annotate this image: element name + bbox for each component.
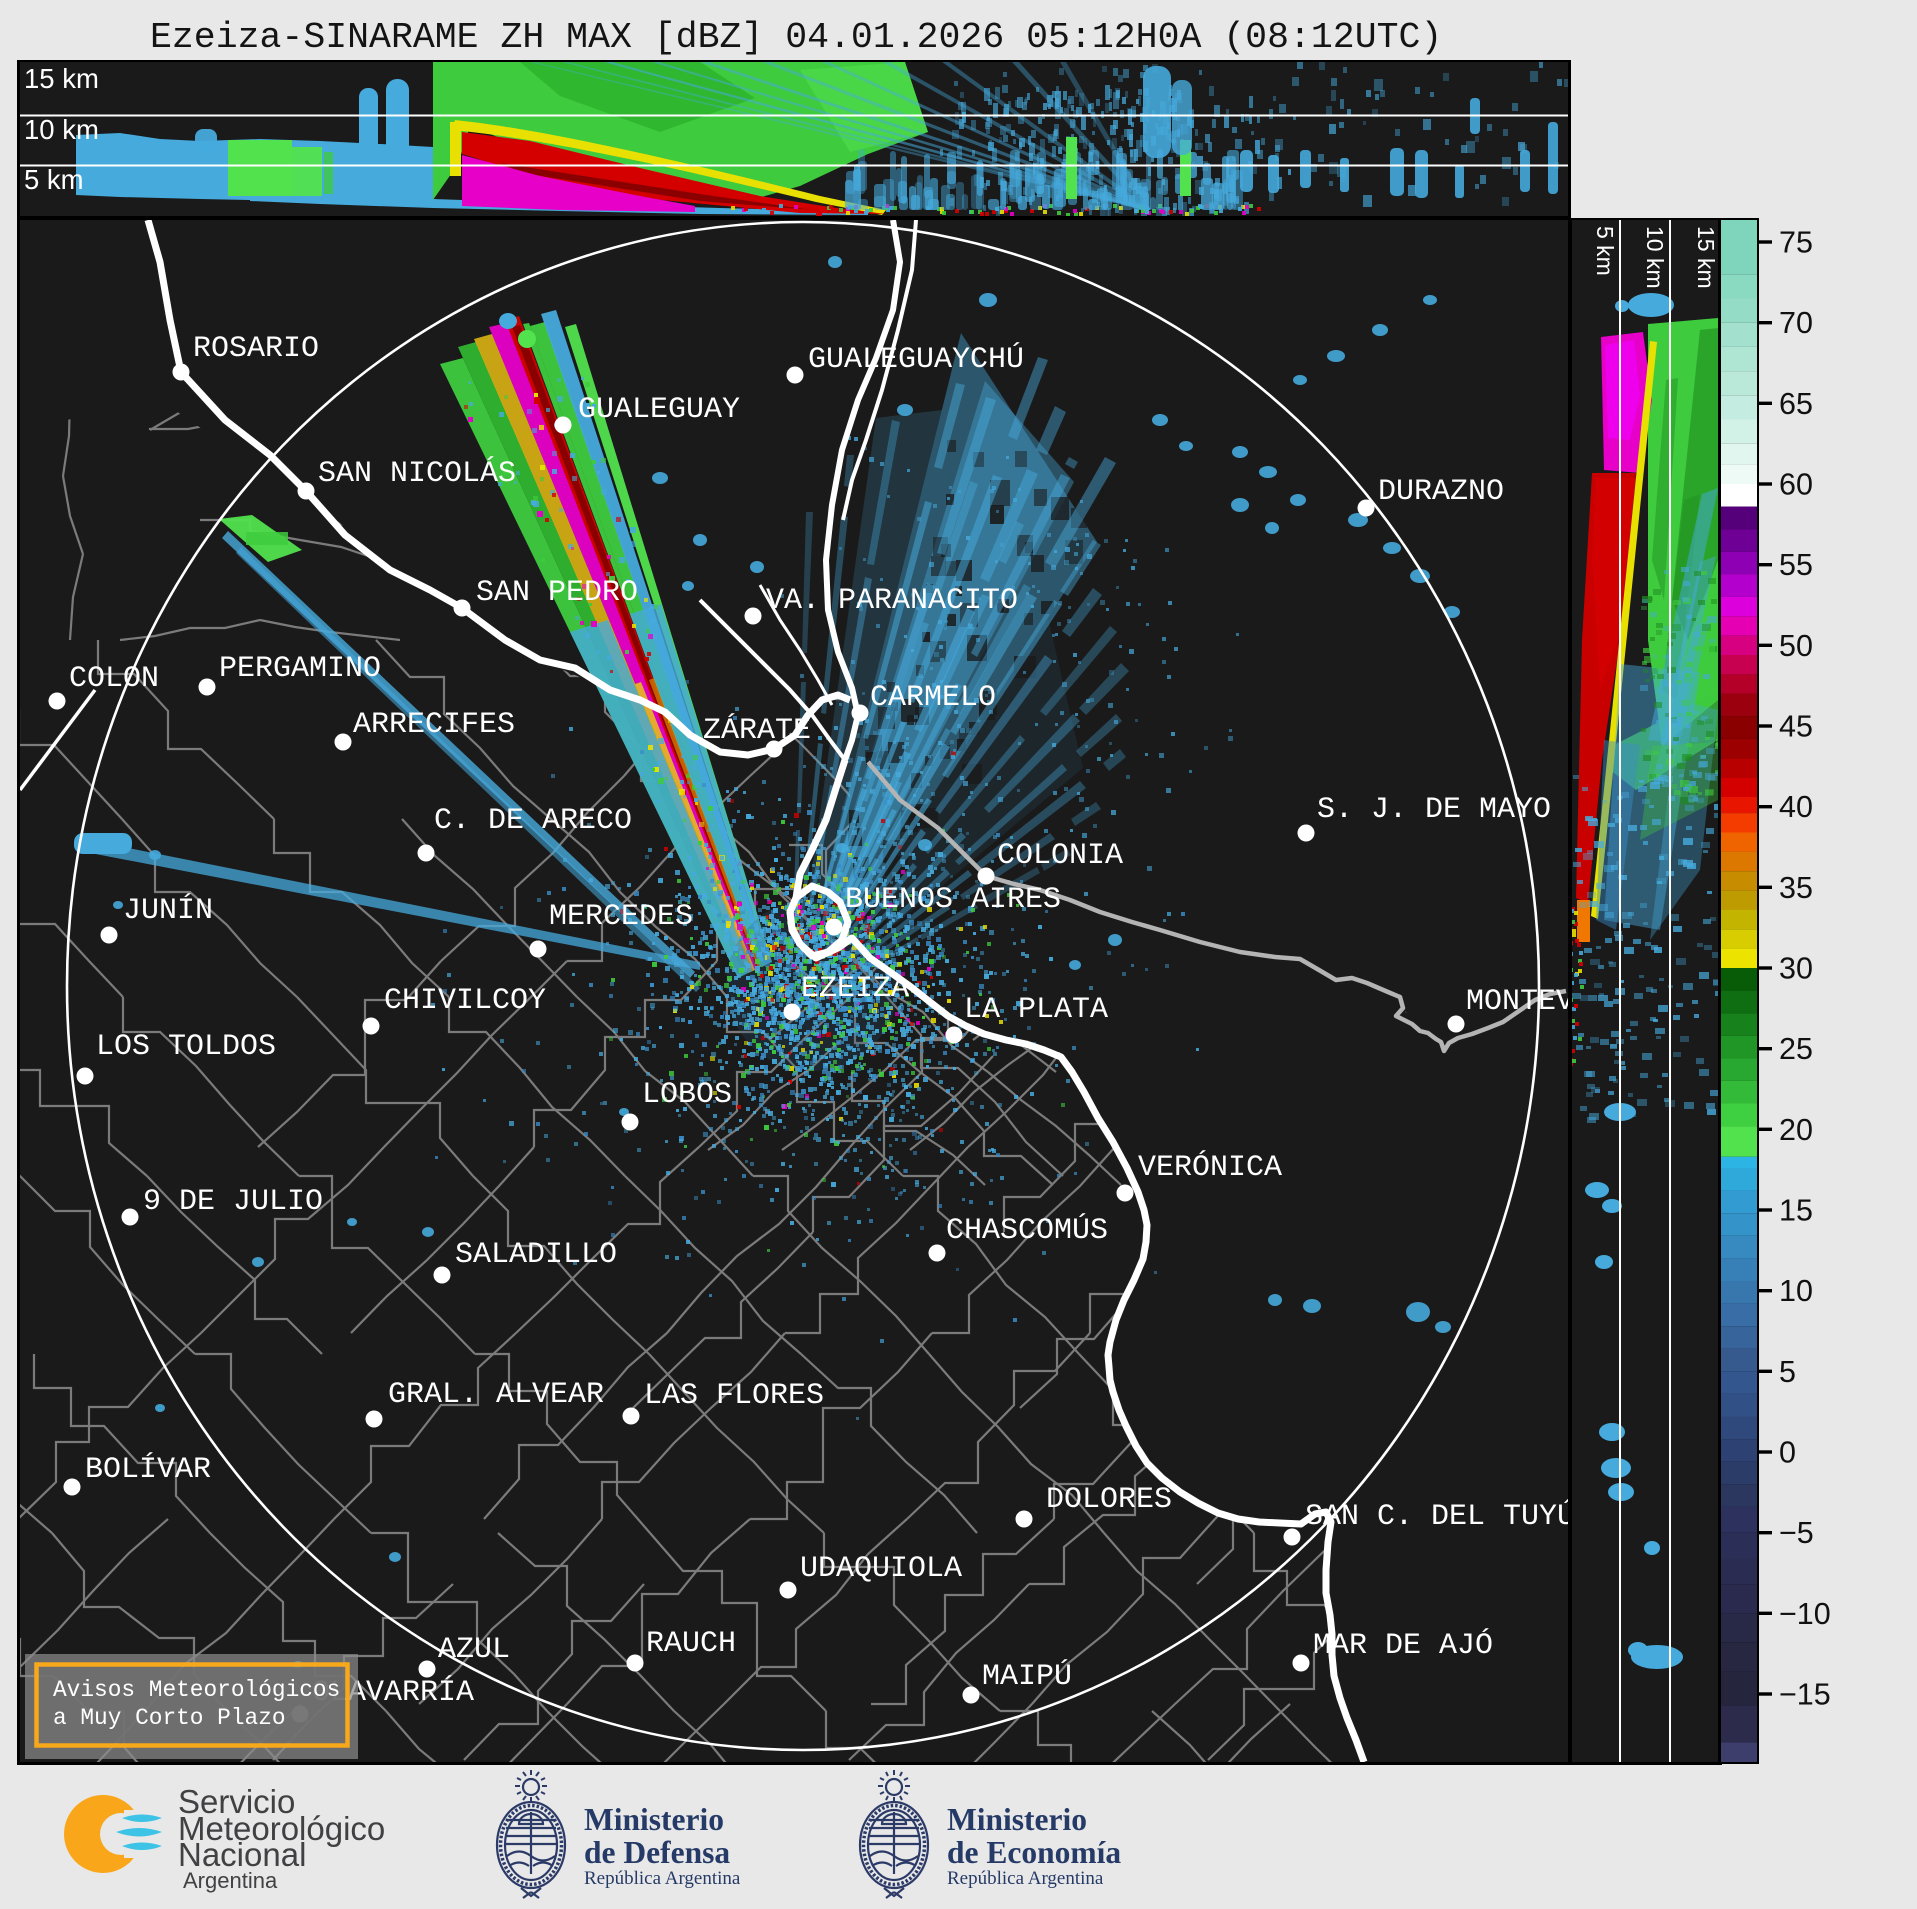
svg-text:CHIVILCOY: CHIVILCOY xyxy=(384,984,546,1018)
svg-text:JUNÍN: JUNÍN xyxy=(123,893,213,928)
svg-text:−5: −5 xyxy=(1779,1516,1814,1550)
svg-text:40: 40 xyxy=(1779,790,1813,824)
svg-text:Ezeiza-SINARAME ZH MAX [dBZ] 0: Ezeiza-SINARAME ZH MAX [dBZ] 04.01.2026 … xyxy=(150,17,1442,58)
svg-text:MONTEVIDEO: MONTEVIDEO xyxy=(1466,985,1646,1019)
svg-text:9 DE JULIO: 9 DE JULIO xyxy=(143,1185,323,1219)
svg-text:15: 15 xyxy=(1779,1194,1813,1228)
svg-text:SAN PEDRO: SAN PEDRO xyxy=(476,576,638,610)
svg-text:−10: −10 xyxy=(1779,1597,1831,1631)
svg-text:55: 55 xyxy=(1779,548,1813,582)
svg-text:de Economía: de Economía xyxy=(947,1835,1121,1870)
svg-text:AZUL: AZUL xyxy=(438,1633,510,1667)
svg-text:de Defensa: de Defensa xyxy=(584,1835,730,1870)
svg-text:5 km: 5 km xyxy=(24,164,84,195)
svg-text:Argentina: Argentina xyxy=(183,1868,278,1893)
svg-text:VA. PARANACITO: VA. PARANACITO xyxy=(766,584,1018,618)
svg-text:LOS TOLDOS: LOS TOLDOS xyxy=(96,1030,276,1064)
svg-text:EZEIZA: EZEIZA xyxy=(801,972,909,1006)
svg-text:5: 5 xyxy=(1779,1355,1796,1389)
svg-text:S. J. DE MAYO: S. J. DE MAYO xyxy=(1317,793,1551,827)
svg-text:MERCEDES: MERCEDES xyxy=(549,900,693,934)
svg-text:República Argentina: República Argentina xyxy=(947,1868,1104,1889)
svg-text:GRAL. ALVEAR: GRAL. ALVEAR xyxy=(388,1378,604,1412)
svg-text:SAN C. DEL TUYÚ: SAN C. DEL TUYÚ xyxy=(1305,1499,1575,1534)
svg-text:Ministerio: Ministerio xyxy=(947,1802,1087,1837)
svg-text:C. DE ARECO: C. DE ARECO xyxy=(434,804,632,838)
svg-text:PERGAMINO: PERGAMINO xyxy=(219,652,381,686)
svg-text:15 km: 15 km xyxy=(24,63,99,94)
svg-text:10: 10 xyxy=(1779,1274,1813,1308)
svg-text:35: 35 xyxy=(1779,871,1813,905)
svg-text:ARRECIFES: ARRECIFES xyxy=(353,708,515,742)
svg-text:UDAQUIOLA: UDAQUIOLA xyxy=(800,1552,962,1586)
svg-text:LOBOS: LOBOS xyxy=(642,1078,732,1112)
svg-text:DURAZNO: DURAZNO xyxy=(1378,475,1504,509)
svg-text:Avisos Meteorológicos: Avisos Meteorológicos xyxy=(53,1677,340,1703)
svg-text:Ministerio: Ministerio xyxy=(584,1802,724,1837)
svg-text:5 km: 5 km xyxy=(1592,226,1618,276)
svg-text:ZÁRATE: ZÁRATE xyxy=(703,713,811,748)
svg-text:10 km: 10 km xyxy=(1642,226,1668,289)
svg-text:25: 25 xyxy=(1779,1032,1813,1066)
svg-text:ROSARIO: ROSARIO xyxy=(193,332,319,366)
svg-text:SAN NICOLÁS: SAN NICOLÁS xyxy=(318,456,516,491)
svg-text:SALADILLO: SALADILLO xyxy=(455,1238,617,1272)
svg-text:COLONIA: COLONIA xyxy=(997,839,1123,873)
svg-text:0: 0 xyxy=(1779,1436,1796,1470)
svg-text:60: 60 xyxy=(1779,468,1813,502)
svg-text:75: 75 xyxy=(1779,226,1813,260)
svg-text:BUENOS AIRES: BUENOS AIRES xyxy=(845,883,1061,917)
svg-text:DOLORES: DOLORES xyxy=(1046,1483,1172,1517)
svg-text:República Argentina: República Argentina xyxy=(584,1868,741,1889)
svg-text:RAUCH: RAUCH xyxy=(646,1627,736,1661)
svg-text:45: 45 xyxy=(1779,710,1813,744)
svg-text:CARMELO: CARMELO xyxy=(870,681,996,715)
svg-text:a Muy Corto Plazo: a Muy Corto Plazo xyxy=(53,1705,286,1731)
svg-text:70: 70 xyxy=(1779,306,1813,340)
svg-text:10 km: 10 km xyxy=(24,114,99,145)
svg-text:65: 65 xyxy=(1779,387,1813,421)
svg-text:BOLÍVAR: BOLÍVAR xyxy=(85,1452,211,1487)
svg-text:20: 20 xyxy=(1779,1113,1813,1147)
svg-text:GUALEGUAY: GUALEGUAY xyxy=(578,393,740,427)
svg-text:LA PLATA: LA PLATA xyxy=(964,993,1108,1027)
svg-text:−15: −15 xyxy=(1779,1678,1831,1712)
svg-text:Meteorológico: Meteorológico xyxy=(178,1810,385,1847)
svg-text:15 km: 15 km xyxy=(1693,226,1719,289)
svg-text:30: 30 xyxy=(1779,952,1813,986)
svg-text:Nacional: Nacional xyxy=(178,1836,306,1873)
svg-text:CHASCOMÚS: CHASCOMÚS xyxy=(946,1213,1108,1248)
svg-text:MAIPÚ: MAIPÚ xyxy=(982,1659,1072,1694)
svg-text:LAS FLORES: LAS FLORES xyxy=(644,1379,824,1413)
svg-text:50: 50 xyxy=(1779,629,1813,663)
svg-text:COLON: COLON xyxy=(69,662,159,696)
svg-text:Servicio: Servicio xyxy=(178,1783,295,1820)
svg-text:MAR DE AJÓ: MAR DE AJÓ xyxy=(1313,1628,1493,1663)
svg-text:VERÓNICA: VERÓNICA xyxy=(1138,1150,1282,1185)
svg-text:GUALEGUAYCHÚ: GUALEGUAYCHÚ xyxy=(808,342,1024,377)
